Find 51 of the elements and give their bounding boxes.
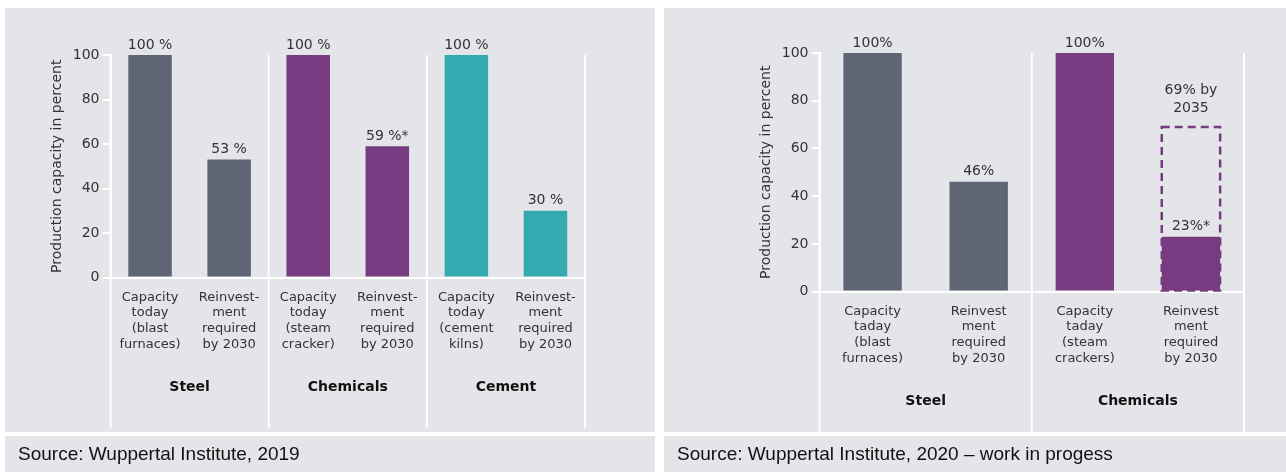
data-label: 59 %* xyxy=(366,126,409,143)
y-tick-label: 40 xyxy=(790,186,809,203)
y-tick-label: 60 xyxy=(81,134,100,151)
bar xyxy=(843,53,902,291)
bar xyxy=(128,55,172,277)
bar xyxy=(286,55,330,277)
text: Chemicals xyxy=(307,378,388,395)
x-tick-label: Reinvest- ment required by 2030 xyxy=(357,288,418,351)
data-label: 100 % xyxy=(444,35,489,52)
data-label: 100 % xyxy=(285,35,331,52)
x-tick-label: Reinvest- ment required by 2030 xyxy=(198,288,260,351)
text: Cement xyxy=(475,378,537,395)
bar xyxy=(365,146,410,277)
y-tick-label: 40 xyxy=(81,179,100,196)
x-tick-label: Capacity today (steam cracker) xyxy=(279,288,337,351)
data-label: 46% xyxy=(963,162,995,179)
data-label: 69% by 2035 xyxy=(1164,80,1218,115)
x-tick-label: Reinvest- ment required by 2030 xyxy=(515,288,577,351)
x-tick-label: Reinvest ment required by 2030 xyxy=(1163,302,1219,365)
y-tick-label: 60 xyxy=(790,139,809,156)
x-tick-label: Capacity today (blast furnaces) xyxy=(119,288,181,351)
y-tick-label: 0 xyxy=(799,282,809,299)
text: Chemicals xyxy=(1097,392,1178,409)
bar xyxy=(949,181,1008,291)
x-tick-label: Capacity today (cement kilns) xyxy=(437,288,496,351)
source-note: Source: Wuppertal Institute, 2019 xyxy=(5,436,655,472)
y-tick-label: 80 xyxy=(790,91,809,108)
text: Steel xyxy=(169,378,210,395)
bar xyxy=(207,159,251,277)
y-axis-title: Production capacity in percent xyxy=(48,59,65,273)
text: Steel xyxy=(905,392,946,409)
x-tick-label: Capacity taday (steam crackers) xyxy=(1054,302,1115,365)
y-tick-label: 80 xyxy=(81,90,100,107)
y-axis-title: Production capacity in percent xyxy=(757,65,774,279)
data-label: 100% xyxy=(852,33,893,50)
x-tick-label: Capacity taday (blast furnaces) xyxy=(842,302,904,365)
x-tick-label: Reinvest ment required by 2030 xyxy=(950,302,1007,365)
data-label: 100 % xyxy=(127,35,173,52)
y-tick-label: 20 xyxy=(81,223,100,240)
y-tick-label: 0 xyxy=(90,268,100,285)
source-note: Source: Wuppertal Institute, 2020 – work in progess xyxy=(664,436,1286,472)
bar xyxy=(1160,125,1222,292)
bar xyxy=(444,55,489,277)
data-label: 23%* xyxy=(1171,217,1210,234)
y-tick-label: 100 xyxy=(781,43,809,60)
y-tick-label: 20 xyxy=(790,234,809,251)
y-tick-label: 100 xyxy=(72,45,100,62)
data-label: 30 % xyxy=(527,191,564,208)
bar xyxy=(523,210,568,277)
data-label: 53 % xyxy=(211,140,247,157)
data-label: 100% xyxy=(1064,33,1105,50)
